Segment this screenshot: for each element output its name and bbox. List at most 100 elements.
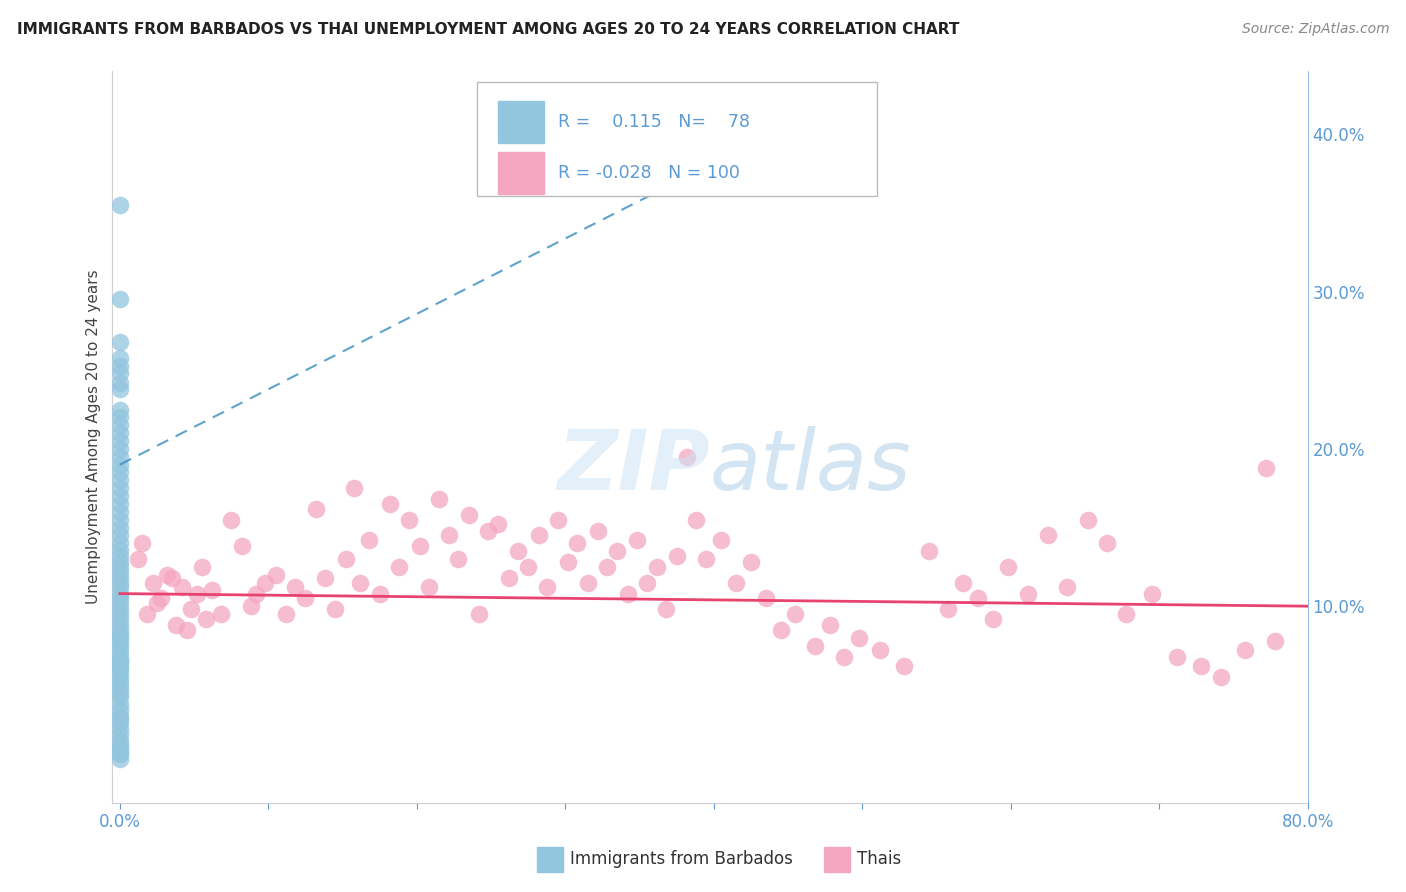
- Point: [740, 555, 762, 569]
- Point: [142, 575, 165, 590]
- Point: [108, 607, 131, 621]
- Point: [785, 607, 807, 621]
- Point: [893, 659, 915, 673]
- Point: [647, 559, 669, 574]
- Point: [284, 580, 307, 594]
- Point: [1211, 670, 1233, 684]
- Point: [239, 599, 262, 614]
- Point: [108, 602, 131, 616]
- Point: [150, 591, 173, 606]
- Point: [108, 575, 131, 590]
- Point: [156, 567, 179, 582]
- Point: [506, 544, 529, 558]
- Point: [108, 359, 131, 373]
- Point: [343, 481, 366, 495]
- Text: R =    0.115   N=    78: R = 0.115 N= 78: [558, 112, 751, 131]
- Point: [172, 580, 194, 594]
- Point: [447, 552, 470, 566]
- Point: [427, 492, 450, 507]
- Point: [108, 198, 131, 212]
- Point: [834, 649, 856, 664]
- Point: [108, 690, 131, 705]
- Point: [1056, 580, 1078, 594]
- Text: IMMIGRANTS FROM BARBADOS VS THAI UNEMPLOYMENT AMONG AGES 20 TO 24 YEARS CORRELAT: IMMIGRANTS FROM BARBADOS VS THAI UNEMPLO…: [17, 22, 959, 37]
- Point: [108, 458, 131, 472]
- Point: [108, 565, 131, 579]
- Point: [488, 517, 510, 532]
- Point: [710, 533, 733, 548]
- Point: [418, 580, 440, 594]
- Point: [201, 583, 224, 598]
- Bar: [499, 101, 544, 143]
- Point: [952, 575, 974, 590]
- Point: [231, 540, 253, 554]
- Point: [1189, 659, 1212, 673]
- Point: [314, 571, 336, 585]
- FancyBboxPatch shape: [477, 82, 877, 195]
- Point: [160, 571, 183, 585]
- Bar: [537, 847, 562, 872]
- Point: [108, 559, 131, 574]
- Point: [1095, 536, 1118, 550]
- Point: [1166, 649, 1188, 664]
- Point: [108, 738, 131, 752]
- Point: [108, 715, 131, 730]
- Point: [108, 635, 131, 649]
- Point: [108, 686, 131, 700]
- Point: [108, 410, 131, 425]
- Point: [108, 497, 131, 511]
- Point: [108, 752, 131, 766]
- Point: [108, 591, 131, 606]
- Point: [477, 524, 499, 538]
- Point: [108, 555, 131, 569]
- Point: [108, 722, 131, 736]
- Point: [305, 501, 328, 516]
- Point: [626, 533, 648, 548]
- Point: [869, 643, 891, 657]
- Point: [108, 418, 131, 433]
- Point: [108, 513, 131, 527]
- Point: [108, 489, 131, 503]
- Point: [108, 481, 131, 495]
- Point: [586, 524, 609, 538]
- Point: [108, 426, 131, 441]
- Point: [323, 602, 346, 616]
- Point: [616, 586, 638, 600]
- Point: [1140, 586, 1163, 600]
- Point: [108, 746, 131, 760]
- Point: [918, 544, 941, 558]
- Point: [108, 662, 131, 676]
- Text: Source: ZipAtlas.com: Source: ZipAtlas.com: [1241, 22, 1389, 37]
- Point: [108, 645, 131, 659]
- Point: [1234, 643, 1257, 657]
- Point: [108, 536, 131, 550]
- Point: [186, 586, 208, 600]
- Point: [108, 703, 131, 717]
- Point: [108, 627, 131, 641]
- Point: [378, 497, 401, 511]
- Point: [108, 654, 131, 668]
- Point: [135, 607, 157, 621]
- Point: [108, 402, 131, 417]
- Text: Thais: Thais: [858, 850, 901, 868]
- Point: [468, 607, 491, 621]
- Text: ZIP: ZIP: [557, 425, 710, 507]
- Point: [108, 734, 131, 748]
- Point: [108, 528, 131, 542]
- Point: [180, 602, 202, 616]
- Point: [108, 542, 131, 557]
- Point: [108, 659, 131, 673]
- Point: [108, 293, 131, 307]
- Point: [219, 513, 242, 527]
- Point: [388, 559, 411, 574]
- Point: [108, 473, 131, 487]
- Point: [349, 575, 371, 590]
- Point: [981, 612, 1004, 626]
- Point: [108, 520, 131, 534]
- Point: [108, 740, 131, 755]
- Point: [108, 351, 131, 365]
- Point: [335, 552, 357, 566]
- Point: [1017, 586, 1039, 600]
- Point: [209, 607, 232, 621]
- Point: [498, 571, 520, 585]
